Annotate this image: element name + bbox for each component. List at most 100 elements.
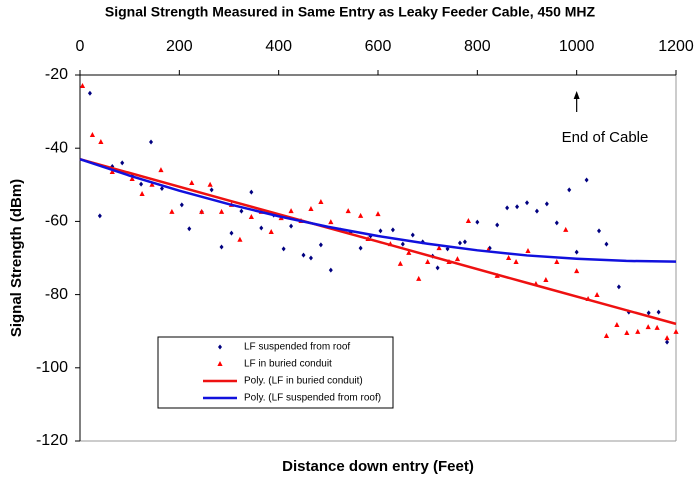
point: [97, 213, 102, 219]
legend-label: Poly. (LF in buried conduit): [244, 376, 363, 387]
point: [87, 90, 92, 96]
point: [406, 249, 412, 255]
point: [239, 208, 244, 214]
point: [465, 218, 471, 224]
point: [109, 168, 115, 174]
x-tick-label: 400: [265, 38, 292, 55]
point: [139, 190, 145, 196]
point: [169, 208, 175, 214]
y-tick-label: -80: [45, 286, 68, 303]
point: [416, 275, 422, 281]
x-tick-label: 1200: [658, 38, 694, 55]
point: [129, 175, 135, 181]
point: [495, 222, 500, 228]
point: [207, 181, 213, 187]
point: [454, 256, 461, 262]
legend-swatch: [218, 344, 222, 350]
point: [635, 328, 641, 334]
legend-label: LF in buried conduit: [244, 359, 332, 370]
point: [179, 202, 184, 208]
annotation-arrowhead: [573, 91, 580, 99]
point: [543, 276, 549, 282]
point: [98, 138, 104, 144]
point: [574, 249, 579, 255]
point: [289, 223, 294, 229]
point: [219, 244, 224, 250]
point: [616, 284, 621, 290]
point: [318, 199, 324, 205]
point: [187, 226, 192, 232]
point: [139, 181, 144, 187]
x-tick-label: 600: [365, 38, 392, 55]
point: [457, 240, 462, 246]
point: [189, 179, 195, 185]
point: [259, 225, 264, 231]
point: [378, 228, 383, 234]
point: [308, 255, 313, 261]
point: [328, 267, 333, 273]
point: [120, 160, 125, 166]
point: [199, 208, 205, 214]
point: [400, 241, 405, 247]
point: [288, 208, 294, 214]
legend-label: LF suspended from roof: [244, 342, 350, 353]
point: [301, 252, 306, 258]
legend-box: [157, 336, 394, 409]
point: [268, 229, 274, 235]
point: [664, 335, 670, 341]
point: [345, 208, 351, 214]
point: [435, 265, 440, 271]
point: [614, 321, 620, 327]
point: [436, 245, 442, 251]
point: [554, 220, 559, 226]
point: [218, 208, 225, 214]
point: [281, 246, 286, 252]
point: [673, 328, 679, 334]
point: [584, 177, 589, 183]
point: [229, 230, 234, 236]
y-tick-label: -60: [45, 213, 68, 230]
point: [158, 167, 164, 173]
legend: LF suspended from roof LF in buried condu…: [157, 336, 394, 409]
y-tick-label: -120: [36, 432, 68, 449]
point: [410, 232, 415, 238]
point: [525, 248, 531, 254]
point: [654, 324, 660, 330]
point: [149, 181, 155, 187]
point: [209, 187, 214, 193]
chart-title: Signal Strength Measured in Same Entry a…: [105, 4, 596, 20]
point: [328, 219, 334, 225]
point: [594, 291, 600, 297]
point: [89, 132, 96, 138]
point: [554, 259, 560, 265]
point: [237, 236, 243, 242]
x-tick-label: 200: [166, 38, 193, 55]
point: [567, 187, 572, 193]
point: [397, 260, 403, 266]
point: [308, 205, 314, 211]
y-axis-label: Signal Strength (dBm): [8, 179, 25, 337]
y-tick-label: -100: [36, 359, 68, 376]
point: [515, 204, 520, 210]
point: [462, 239, 467, 245]
point: [149, 139, 154, 145]
point: [604, 241, 609, 247]
point: [159, 185, 164, 191]
point: [563, 226, 569, 232]
point: [248, 214, 254, 220]
point: [358, 212, 364, 218]
point: [79, 82, 86, 88]
point: [645, 324, 651, 330]
point: [375, 211, 381, 217]
point: [318, 242, 323, 248]
point: [665, 339, 670, 345]
x-axis-label: Distance down entry (Feet): [282, 458, 474, 475]
plot-area: -20 -40 -60 -80 -100 -120 0 200 400 600 800 1000 120…: [36, 38, 694, 449]
y-tick-label: -20: [45, 66, 68, 83]
point: [249, 189, 254, 195]
point: [534, 208, 539, 214]
y-tick-label: -40: [45, 139, 68, 156]
point: [358, 245, 363, 251]
point: [506, 255, 512, 260]
